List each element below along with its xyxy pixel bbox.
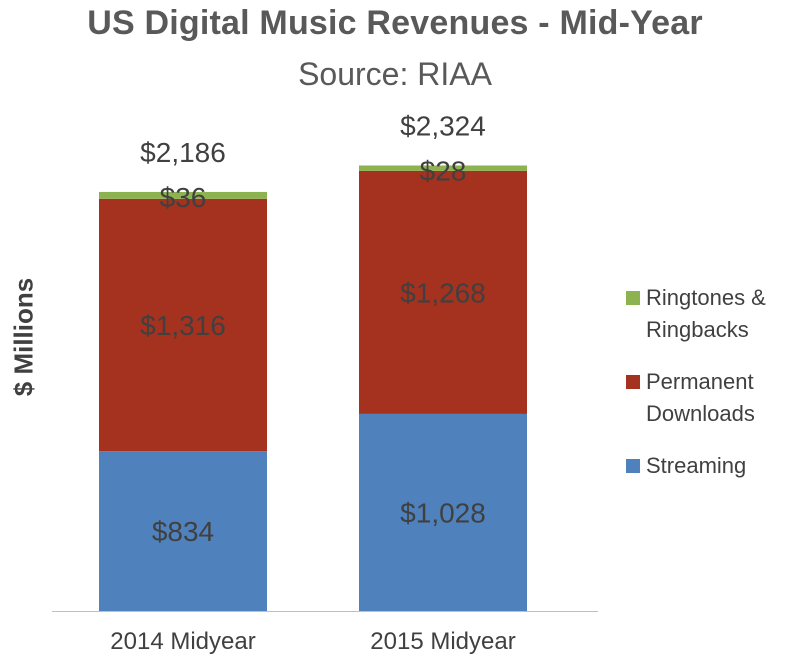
data-label-ringtones-1: $36 [160, 182, 207, 213]
legend-label-ringtones: Ringtones & Ringbacks [646, 282, 790, 346]
data-label-downloads-1: $1,316 [140, 310, 226, 341]
chart-subtitle: Source: RIAA [298, 56, 492, 92]
total-label-2: $2,324 [400, 110, 486, 141]
bar-segment-downloads-2 [359, 170, 527, 414]
chart-title: US Digital Music Revenues - Mid-Year [87, 4, 703, 42]
bar-segment-ringtones-2 [359, 165, 527, 171]
bar-segment-streaming-2 [359, 413, 527, 611]
bar-segment-streaming-1 [99, 451, 267, 611]
data-label-streaming-1: $834 [152, 516, 214, 547]
x-tick-label-1: 2014 Midyear [110, 628, 255, 655]
legend-label-downloads: Permanent Downloads [646, 366, 790, 430]
legend-label-ringtones-line2: Ringbacks [646, 317, 749, 342]
x-tick-label-2: 2015 Midyear [370, 628, 515, 655]
total-label-1: $2,186 [140, 137, 226, 168]
legend-label-downloads-line1: Permanent [646, 369, 754, 394]
bar-segment-ringtones-1 [99, 191, 267, 199]
legend-label-ringtones-line1: Ringtones & [646, 285, 766, 310]
data-label-downloads-2: $1,268 [400, 277, 486, 308]
legend-swatch-downloads [626, 375, 640, 389]
legend-swatch-streaming [626, 459, 640, 473]
data-label-ringtones-2: $28 [420, 155, 467, 186]
data-label-streaming-2: $1,028 [400, 497, 486, 528]
legend-label-streaming: Streaming [646, 450, 790, 482]
legend-label-downloads-line2: Downloads [646, 401, 755, 426]
bar-segment-downloads-1 [99, 198, 267, 452]
legend-swatch-ringtones [626, 291, 640, 305]
legend-label-streaming-line1: Streaming [646, 453, 747, 478]
